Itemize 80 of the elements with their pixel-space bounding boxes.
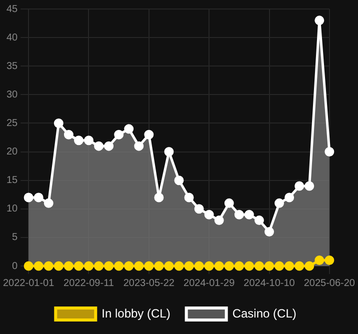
x-tick-label: 2022-01-01 xyxy=(3,278,55,289)
x-tick-label: 2022-09-11 xyxy=(64,278,114,289)
y-tick-label: 20 xyxy=(6,146,18,158)
point xyxy=(274,261,284,271)
y-tick-label: 35 xyxy=(6,60,18,72)
point xyxy=(104,141,114,151)
point xyxy=(304,181,314,191)
point xyxy=(124,261,134,271)
point xyxy=(204,261,214,271)
y-tick-label: 5 xyxy=(12,232,18,244)
point xyxy=(304,261,314,271)
point xyxy=(254,216,264,226)
x-tick-label: 2023-05-22 xyxy=(123,278,175,289)
x-tick-label: 2024-01-29 xyxy=(184,278,236,289)
point xyxy=(44,261,54,271)
point xyxy=(114,261,124,271)
point xyxy=(234,261,244,271)
point xyxy=(114,130,124,140)
point xyxy=(284,261,294,271)
point xyxy=(134,141,144,151)
point xyxy=(44,198,54,208)
y-tick-label: 45 xyxy=(6,4,18,15)
point xyxy=(24,192,34,202)
legend-label: In lobby (CL) xyxy=(102,306,170,320)
point xyxy=(314,16,324,26)
point xyxy=(124,124,134,134)
point xyxy=(214,261,224,271)
point xyxy=(184,261,194,271)
y-tick-label: 30 xyxy=(6,89,18,100)
point xyxy=(204,210,214,220)
point xyxy=(34,261,44,271)
point xyxy=(144,261,154,271)
point xyxy=(294,181,304,191)
y-tick-label: 40 xyxy=(6,32,18,44)
point xyxy=(74,261,84,271)
point xyxy=(144,130,154,140)
point xyxy=(64,261,74,271)
point xyxy=(154,192,164,202)
point xyxy=(214,216,224,226)
y-tick-label: 25 xyxy=(6,118,18,129)
x-tick-label: 2025-06-20 xyxy=(304,278,356,289)
point xyxy=(324,147,334,157)
point xyxy=(234,210,244,220)
point xyxy=(264,261,274,271)
y-tick-label: 0 xyxy=(12,260,18,272)
point xyxy=(134,261,144,271)
point xyxy=(264,226,274,236)
point xyxy=(244,261,254,271)
point xyxy=(54,118,64,128)
point xyxy=(324,256,334,266)
point xyxy=(164,147,174,157)
point xyxy=(274,198,284,208)
point xyxy=(244,210,254,220)
point xyxy=(174,261,184,271)
point xyxy=(84,261,94,271)
y-tick-label: 10 xyxy=(6,204,18,215)
point xyxy=(54,261,64,271)
point xyxy=(294,261,304,271)
point xyxy=(194,261,204,271)
point xyxy=(174,176,184,186)
point xyxy=(94,141,104,151)
point xyxy=(184,192,194,202)
point xyxy=(164,261,174,271)
point xyxy=(254,261,264,271)
point xyxy=(224,261,234,271)
y-tick-label: 15 xyxy=(6,175,18,186)
point xyxy=(64,130,74,140)
x-tick-label: 2024-10-10 xyxy=(244,278,296,289)
legend-label: Casino (CL) xyxy=(232,306,296,320)
point xyxy=(314,256,324,266)
point xyxy=(154,261,164,271)
point xyxy=(194,204,204,214)
point xyxy=(104,261,114,271)
point xyxy=(84,136,94,146)
point xyxy=(34,192,44,202)
point xyxy=(284,192,294,202)
point xyxy=(74,136,84,146)
point xyxy=(24,261,34,271)
point xyxy=(94,261,104,271)
point xyxy=(224,198,234,208)
